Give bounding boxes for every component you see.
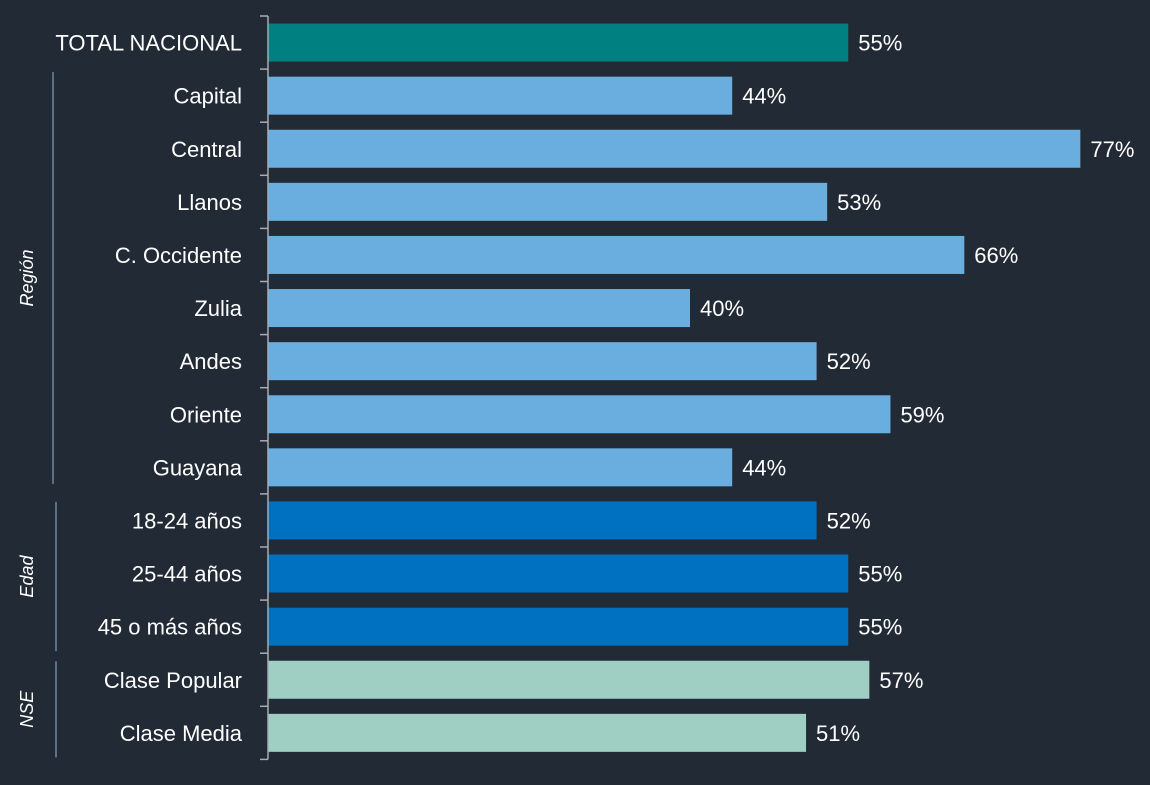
value-label: 52% xyxy=(827,508,871,533)
bar-3 xyxy=(268,182,828,221)
bar-12 xyxy=(268,660,870,699)
group-label-edad: Edad xyxy=(17,555,37,598)
category-label: Central xyxy=(171,137,242,162)
value-label: 55% xyxy=(858,615,902,640)
bar-1 xyxy=(268,76,733,115)
category-label: Guayana xyxy=(153,455,243,480)
bar-9 xyxy=(268,501,817,540)
bar-11 xyxy=(268,607,849,646)
category-label: 25-44 años xyxy=(132,562,242,587)
value-label: 52% xyxy=(827,349,871,374)
value-label: 44% xyxy=(742,455,786,480)
value-label: 55% xyxy=(858,562,902,587)
value-label: 53% xyxy=(837,190,881,215)
value-label: 40% xyxy=(700,296,744,321)
value-label: 57% xyxy=(879,668,923,693)
bar-8 xyxy=(268,448,733,487)
bar-2 xyxy=(268,129,1081,168)
bar-10 xyxy=(268,554,849,593)
category-label: Clase Popular xyxy=(104,668,242,693)
value-label: 66% xyxy=(974,243,1018,268)
bar-5 xyxy=(268,289,690,328)
value-label: 59% xyxy=(900,402,944,427)
category-label: Clase Media xyxy=(120,721,243,746)
category-label: TOTAL NACIONAL xyxy=(55,31,242,56)
value-label: 51% xyxy=(816,721,860,746)
category-label: Oriente xyxy=(170,402,242,427)
category-label: Llanos xyxy=(177,190,242,215)
category-label: Capital xyxy=(174,84,242,109)
group-label-region: Región xyxy=(17,249,37,306)
category-label: 18-24 años xyxy=(132,508,242,533)
category-label: 45 o más años xyxy=(98,615,242,640)
category-label: C. Occidente xyxy=(115,243,242,268)
bar-13 xyxy=(268,713,807,752)
group-label-nse: NSE xyxy=(17,690,37,728)
bar-7 xyxy=(268,395,891,434)
bar-0 xyxy=(268,23,849,62)
category-label: Zulia xyxy=(194,296,242,321)
value-label: 55% xyxy=(858,31,902,56)
bar-4 xyxy=(268,235,965,274)
value-label: 77% xyxy=(1090,137,1134,162)
value-label: 44% xyxy=(742,84,786,109)
bar-6 xyxy=(268,342,817,381)
category-label: Andes xyxy=(180,349,242,374)
